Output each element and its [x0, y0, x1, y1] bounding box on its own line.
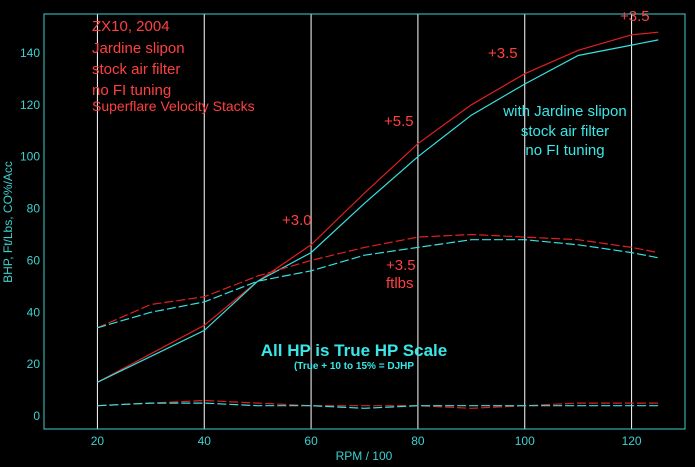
annotation-airfilter: stock air filter: [92, 61, 180, 78]
series-line-2: [97, 39, 659, 383]
y-tick-140: 140: [20, 46, 40, 60]
annotation-cyan-airfilter: stock air filter: [521, 123, 609, 140]
annotation-cyan-exhaust: with Jardine slipon: [502, 103, 626, 120]
annotation-stacks: Superflare Velocity Stacks: [92, 98, 255, 114]
y-tick-0: 0: [33, 409, 40, 423]
x-tick-40: 40: [198, 434, 212, 448]
chart-main-title: All HP is True HP Scale: [261, 341, 447, 360]
y-tick-labels: 0 20 40 60 80 100 120 140: [20, 46, 40, 423]
y-tick-100: 100: [20, 150, 40, 164]
annotation-bike: ZX10, 2004: [92, 18, 170, 35]
y-axis-label: BHP, Ft/Lbs, CO%/Acc: [1, 161, 15, 283]
series-line-4: [97, 239, 659, 329]
x-axis-label: RPM / 100: [336, 449, 393, 463]
chart-sub-note: (True + 10 to 15% = DJHP: [294, 361, 414, 372]
plot-frame: [43, 13, 686, 430]
series-group: [97, 31, 659, 409]
y-tick-40: 40: [27, 305, 41, 319]
annotation-cyan-tuning: no FI tuning: [525, 142, 604, 159]
y-tick-120: 120: [20, 98, 40, 112]
annotation-exhaust: Jardine slipon: [92, 40, 185, 57]
gain-label-100: +3.5: [488, 45, 518, 62]
series-line-1: [97, 31, 659, 383]
x-tick-80: 80: [411, 434, 425, 448]
gain-label-125: +3.5: [620, 8, 650, 25]
series-line-6: [97, 402, 659, 409]
y-tick-60: 60: [27, 253, 41, 267]
gain-label-80: +5.5: [384, 113, 414, 130]
gain-label-60: +3.0: [282, 212, 312, 229]
annotation-tuning: no FI tuning: [92, 82, 171, 99]
torque-gain-label: +3.5: [386, 257, 416, 274]
torque-unit-label: ftlbs: [386, 275, 414, 292]
series-line-5: [97, 399, 659, 409]
x-tick-100: 100: [515, 434, 535, 448]
y-tick-80: 80: [27, 202, 41, 216]
y-tick-20: 20: [27, 357, 41, 371]
series-line-3: [97, 233, 659, 329]
x-tick-20: 20: [91, 434, 105, 448]
x-tick-labels: 20 40 60 80 100 120: [91, 434, 642, 448]
x-tick-60: 60: [304, 434, 318, 448]
x-tick-120: 120: [622, 434, 642, 448]
grid-lines: [96, 14, 633, 429]
